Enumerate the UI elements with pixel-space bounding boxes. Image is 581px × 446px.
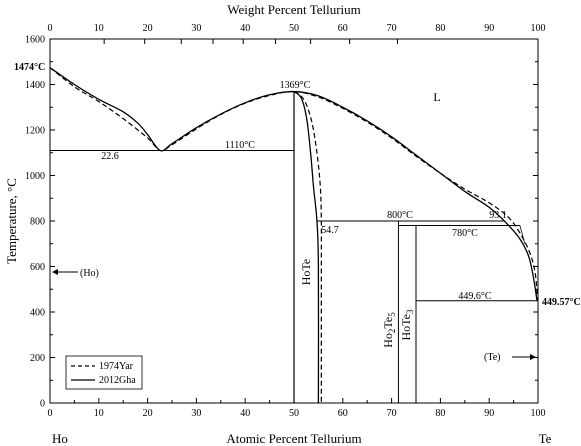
bottom-tick-label: 10 [94,408,104,419]
te-melting-label: 449.57°C [542,297,581,308]
peritectic-solid-comp-label: 54.7 [321,225,339,236]
svg-text:HoTe3: HoTe3 [399,309,415,340]
ho2te5-mid: Te [381,317,395,329]
hote3-temp-label: 780°C [452,228,478,239]
liquidus-1974Yar [49,67,539,301]
legend-label-1974yar: 1974Yar [99,361,134,372]
ho2te5-sub1: 2 [387,329,397,334]
te-phase-arrowhead [530,354,536,360]
top-tick-label: 80 [435,23,445,34]
hote3-sub: 3 [405,309,415,314]
hote-phase-label: HoTe [299,259,313,285]
right-endpoint-label: Te [539,431,552,446]
ho2te5-main: Ho [381,333,395,348]
y-tick-label: 1400 [25,80,45,91]
bottom-tick-label: 50 [289,408,299,419]
bottom-tick-label: 40 [240,408,250,419]
y-axis-title: Temperature, °C [4,178,19,264]
legend: 1974Yar 2012Gha [65,355,143,390]
svg-text:Ho2Te5: Ho2Te5 [381,312,397,348]
ho-phase-arrowhead [52,269,58,275]
y-tick-label: 1200 [25,126,45,137]
bottom-tick-label: 70 [387,408,397,419]
bottom-tick-label: 20 [143,408,153,419]
left-endpoint-label: Ho [52,431,68,446]
top-tick-label: 70 [387,23,397,34]
peritectic-temp-label: 800°C [387,210,413,221]
top-tick-label: 30 [191,23,201,34]
top-tick-label: 90 [484,23,494,34]
y-tick-label: 1000 [25,171,45,182]
peritectic-liquid-comp-label: 93.1 [489,210,507,221]
liquid-region-label: L [433,90,440,104]
bottom-tick-label: 0 [48,408,53,419]
ho-melting-label: 1474°C [14,62,45,73]
bottom-tick-label: 60 [338,408,348,419]
y-tick-label: 1600 [25,35,45,46]
top-tick-label: 0 [48,23,53,34]
bottom-tick-label: 90 [484,408,494,419]
top-tick-label: 100 [531,23,546,34]
y-tick-label: 200 [30,353,45,364]
top-tick-label: 40 [240,23,250,34]
bottom-axis-title: Atomic Percent Tellurium [226,431,361,446]
te-eutectic-temp-label: 449.6°C [458,291,491,302]
tick-layer: 0 10 20 30 40 50 60 70 80 90 1000 10 20 30 40 50 60 70 80 9… [25,23,546,419]
ho-phase-marker: (Ho) [52,268,99,279]
ho2te5-phase-label: Ho2Te5 [381,312,397,348]
top-tick-label: 20 [143,23,153,34]
top-tick-label: 50 [289,23,299,34]
hote-solidus-2012Gha [293,91,320,404]
y-tick-label: 0 [40,399,45,410]
ho2te5-sub2: 5 [387,312,397,317]
y-tick-label: 400 [30,308,45,319]
top-tick-label: 60 [338,23,348,34]
hote-melting-label: 1369°C [280,80,311,91]
bottom-tick-label: 100 [531,408,546,419]
y-tick-label: 600 [30,262,45,273]
top-axis-title: Weight Percent Tellurium [227,2,361,17]
ho-phase-label: (Ho) [80,268,99,279]
y-tick-label: 800 [30,217,45,228]
hote3-liquidus-connector [519,225,526,244]
eutectic-temp-label: 1110°C [225,140,255,151]
legend-label-2012gha: 2012Gha [99,375,136,386]
curve-layer [49,67,539,404]
te-phase-label: (Te) [484,352,501,363]
bottom-tick-label: 30 [191,408,201,419]
bottom-tick-label: 80 [435,408,445,419]
top-tick-label: 10 [94,23,104,34]
hote-solidus-1974Yar [293,91,322,403]
hote3-main: HoTe [399,314,413,340]
legend-box [65,355,143,390]
hote3-phase-label: HoTe3 [399,309,415,340]
te-phase-marker: (Te) [484,352,536,363]
eutectic-comp-label: 22.6 [101,151,119,162]
